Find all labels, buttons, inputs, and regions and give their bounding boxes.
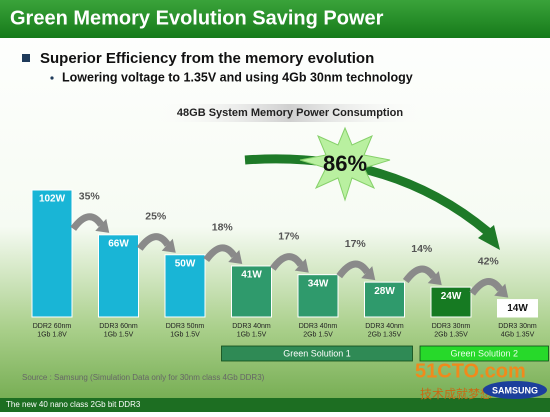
x-tick-label: DDR3 40nm 2Gb 1.5V — [299, 323, 338, 338]
bullet-main: Superior Efficiency from the memory evol… — [40, 50, 374, 67]
x-tick-label: DDR3 50nm 1Gb 1.5V — [166, 323, 205, 338]
header-band — [0, 0, 550, 38]
step-arrow — [203, 244, 238, 263]
total-reduction: 86% — [323, 151, 367, 176]
step-arrow-head — [228, 249, 243, 264]
logo — [483, 381, 547, 399]
value-label: 14W — [507, 303, 528, 314]
step-arrow — [336, 260, 371, 279]
chart-title-band — [150, 104, 430, 122]
value-label: 102W — [39, 194, 66, 205]
bullet-sub: Lowering voltage to 1.35V and using 4Gb … — [62, 70, 413, 84]
step-arrow — [469, 278, 504, 296]
step-arrow-head — [361, 266, 376, 281]
step-arrow — [136, 233, 171, 251]
value-label: 34W — [308, 278, 329, 289]
bar — [297, 274, 339, 318]
step-arrow — [402, 265, 437, 284]
x-tick-label: DDR3 30nm 4Gb 1.35V — [498, 323, 537, 338]
bar — [98, 234, 139, 318]
chart-title: 48GB System Memory Power Consumption — [177, 107, 403, 119]
value-label: 41W — [241, 270, 262, 281]
starburst — [299, 126, 391, 202]
step-arrow-head — [427, 271, 442, 286]
trend-arrow — [244, 154, 491, 236]
reduction-label: 17% — [345, 238, 367, 250]
value-label: 50W — [175, 258, 196, 269]
footer-band — [0, 398, 550, 412]
bar — [31, 189, 73, 318]
reduction-label: 35% — [79, 191, 101, 203]
group-box — [221, 345, 413, 362]
bar — [231, 265, 272, 318]
reduction-label: 17% — [278, 230, 300, 242]
step-arrow-head — [95, 218, 110, 233]
step-arrow-head — [161, 238, 176, 253]
step-arrow — [70, 213, 105, 231]
x-tick-label: DDR2 60nm 1Gb 1.8V — [33, 323, 72, 338]
step-arrow-head — [294, 258, 309, 273]
reduction-label: 14% — [411, 243, 433, 255]
footer-text: The new 40 nano class 2Gb bit DDR3 — [6, 400, 141, 409]
group-label: Green Solution 2 — [450, 348, 518, 358]
x-tick-label: DDR3 30nm 2Gb 1.35V — [432, 323, 471, 338]
watermark-sub: 技术成就梦想 — [420, 386, 492, 401]
bar — [364, 281, 405, 318]
bullet — [22, 54, 30, 62]
group-box — [419, 345, 549, 362]
x-tick-label: DDR3 40nm 1Gb 1.5V — [232, 323, 271, 338]
bar — [497, 299, 538, 318]
group-label: Green Solution 1 — [283, 348, 351, 358]
value-label: 66W — [108, 238, 129, 249]
step-arrow — [269, 253, 304, 271]
watermark: 51CTO.com — [415, 360, 526, 382]
logo-text: SAMSUNG — [492, 385, 538, 395]
header-title: Green Memory Evolution Saving Power — [10, 7, 384, 29]
reduction-label: 42% — [478, 255, 500, 267]
value-label: 28W — [374, 286, 395, 297]
reduction-label: 18% — [212, 222, 234, 234]
step-arrow-head — [494, 283, 509, 298]
bar — [164, 254, 206, 318]
reduction-label: 25% — [145, 211, 167, 223]
x-tick-label: DDR3 40nm 2Gb 1.35V — [365, 323, 404, 338]
bar — [430, 286, 472, 318]
value-label: 24W — [441, 291, 462, 302]
trend-arrow-head — [478, 225, 500, 250]
x-tick-label: DDR3 60nm 1Gb 1.5V — [99, 323, 138, 338]
sub-bullet — [50, 76, 54, 80]
source: Source : Samsung (Simulation Data only f… — [22, 373, 265, 382]
